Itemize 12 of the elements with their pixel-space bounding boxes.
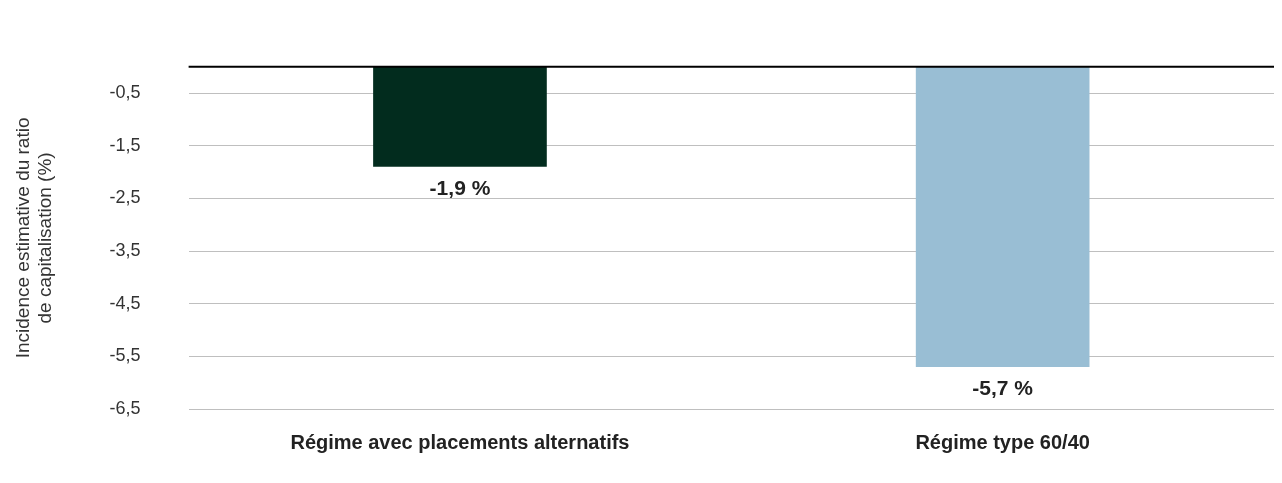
y-tick-label: -5,5 bbox=[109, 345, 141, 366]
y-tick-label: -3,5 bbox=[109, 240, 141, 261]
y-tick-label: -6,5 bbox=[109, 397, 141, 418]
y-tick-label: -0,5 bbox=[109, 82, 141, 103]
y-axis-title: Incidence estimative du ratio de capitalisation (%) bbox=[11, 117, 56, 359]
data-label: -5,7 % bbox=[972, 376, 1034, 400]
y-tick-label: -4,5 bbox=[109, 292, 141, 313]
x-tick-label: Régime type 60/40 bbox=[915, 430, 1090, 453]
data-label: -1,9 % bbox=[429, 176, 491, 200]
y-tick-label: -2,5 bbox=[109, 187, 141, 208]
y-tick-label: -1,5 bbox=[109, 134, 141, 155]
x-tick-label: Régime avec placements alternatifs bbox=[290, 430, 630, 453]
